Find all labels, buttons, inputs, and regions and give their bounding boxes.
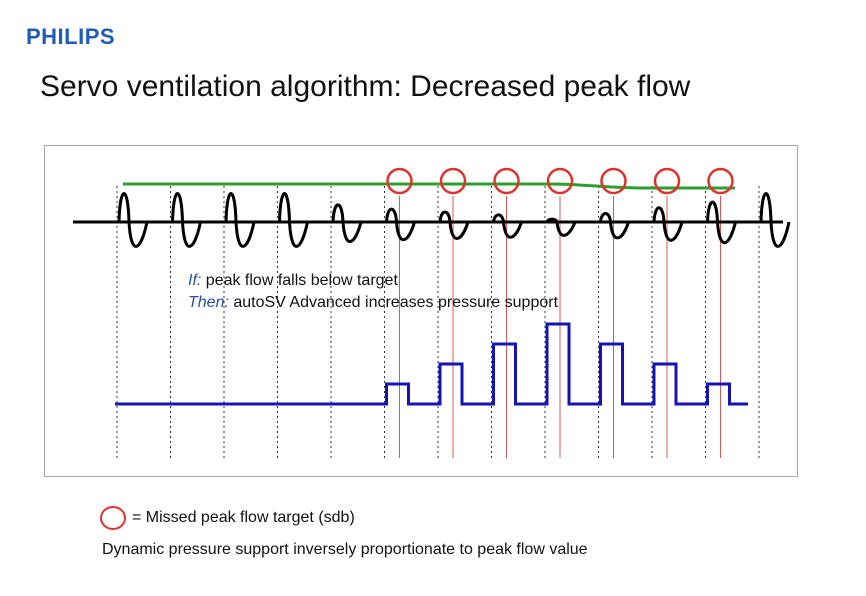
if-condition: If: peak flow falls below target [188, 272, 398, 290]
flow-waveform-breath [385, 207, 416, 242]
if-keyword: If: [188, 272, 202, 289]
flow-waveform-breath [652, 206, 684, 242]
then-text: autoSV Advanced increases pressure suppo… [228, 294, 559, 311]
if-text: peak flow falls below target [201, 272, 398, 289]
missed-target-circle [439, 167, 467, 195]
missed-target-circle [493, 167, 520, 195]
flow-waveform-breath [545, 217, 577, 237]
missed-target-circle [600, 167, 627, 195]
missed-target-circle [546, 167, 574, 195]
flow-waveform-breath [759, 192, 791, 248]
then-condition: Then: autoSV Advanced increases pressure… [188, 294, 558, 312]
legend: = Missed peak flow target (sdb) [100, 505, 355, 531]
missed-target-circle [707, 167, 734, 195]
missed-target-circle [386, 167, 413, 195]
philips-logo: PHILIPS [26, 24, 116, 49]
flow-waveform-breath [438, 210, 470, 240]
flow-waveform-breath [171, 192, 202, 248]
legend-label: = Missed peak flow target (sdb) [132, 509, 355, 526]
flow-waveform-breath [706, 200, 737, 245]
flow-waveform-breath [492, 213, 523, 239]
footnote: Dynamic pressure support inversely propo… [102, 541, 588, 558]
missed-target-circle-icon [100, 506, 126, 530]
flow-waveform-breath [331, 203, 363, 243]
flow-waveform-breath [224, 192, 256, 248]
slide-title: Servo ventilation algorithm: Decreased p… [40, 70, 691, 103]
pressure-support-waveform [115, 322, 748, 406]
diagram-frame: If: peak flow falls below target Then: a… [44, 145, 798, 477]
missed-target-circle [653, 167, 681, 195]
servo-ventilation-diagram [73, 167, 791, 458]
flow-waveform-breath [278, 192, 309, 248]
flow-waveform-breath [599, 212, 630, 240]
then-keyword: Then: [188, 294, 229, 311]
flow-waveform-breath [117, 192, 149, 248]
peak-flow-target-line [123, 182, 735, 190]
